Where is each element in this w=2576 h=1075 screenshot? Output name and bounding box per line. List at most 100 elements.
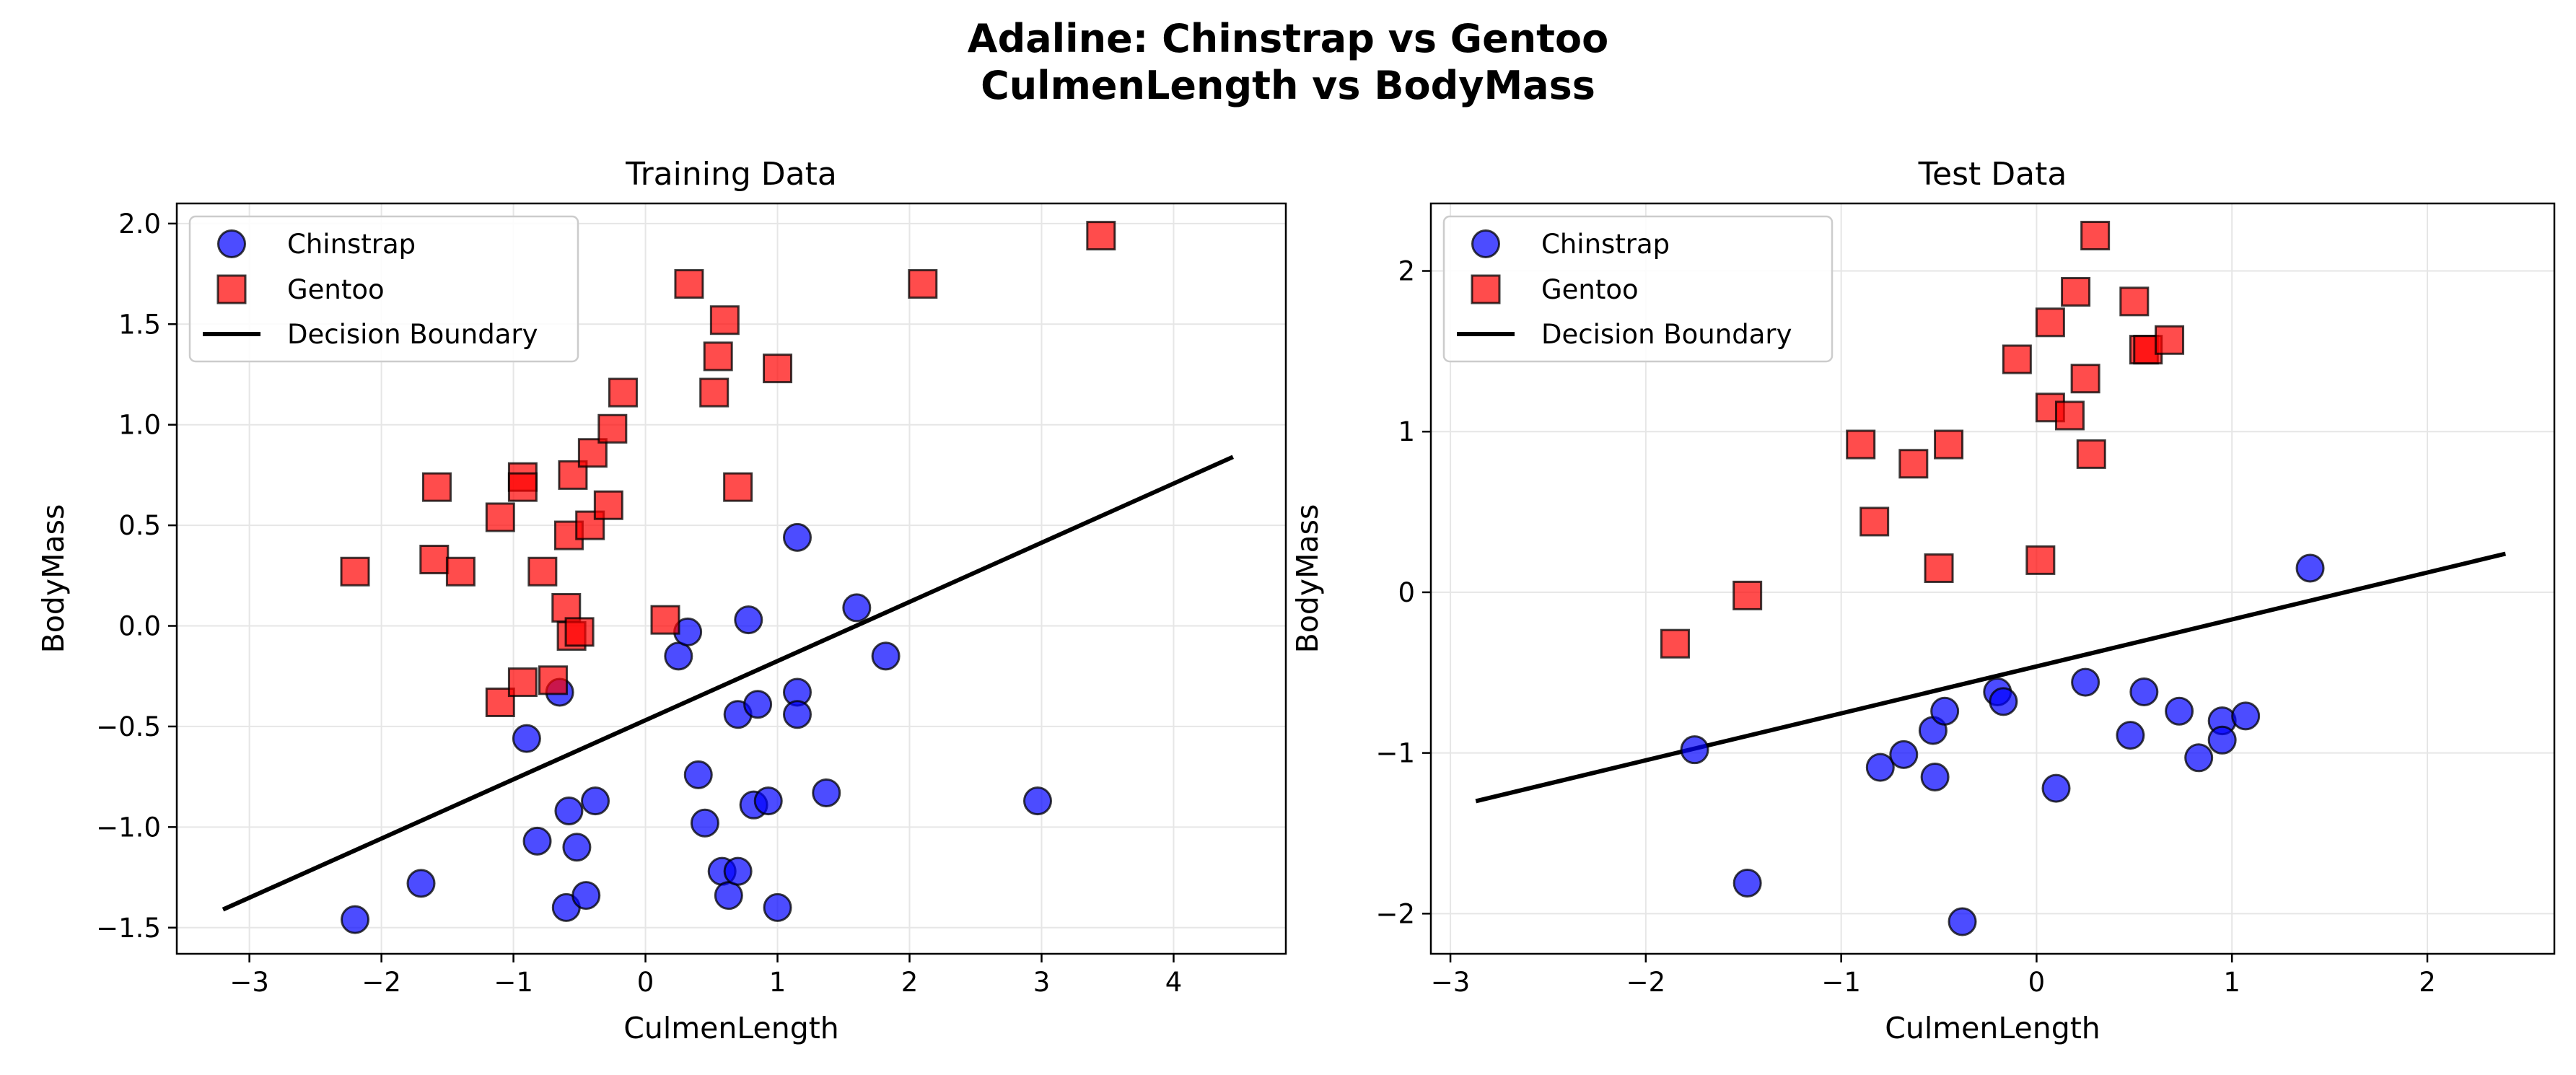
training-y-tick-label-5: 1.0 [118,410,161,441]
test-plot-area [1475,221,2507,936]
test-gentoo-point-7 [2002,344,2032,374]
training-chinstrap-point-27 [842,593,872,623]
training-gentoo-point-28 [908,269,938,299]
training-chinstrap-point-22 [763,892,792,922]
test-chinstrap-point-9 [1948,907,1977,936]
training-data-panel: −3 −2 −1 0 1 2 3 4 −1.5 −1.0 −0.5 0.0 0.5 1.0 1.5 2.0 Tr… [36,156,1287,1045]
training-axes-frame [175,202,1287,955]
training-chinstrap-point-12 [683,760,713,789]
training-legend-label-0: Chinstrap [287,229,416,260]
training-chinstrap-point-17 [723,856,753,886]
test-legend-label-2: Decision Boundary [1541,319,1792,350]
test-chinstrap-point-2 [1865,752,1895,782]
training-gentoo-point-1 [419,545,450,575]
test-gentoo-point-12 [2061,276,2091,307]
training-chinstrap-point-9 [581,786,610,816]
test-legend-chinstrap-marker [1471,229,1500,258]
training-y-tick-label-7: 2.0 [118,209,161,240]
test-gentoo-point-16 [2119,286,2150,317]
training-decision-boundary-line [222,455,1235,912]
test-y-tick-label-4: 2 [1398,256,1415,287]
training-gentoo-point-8 [507,472,538,502]
test-chinstrap-point-1 [1732,869,1762,898]
test-y-tick-label-1: −1 [1375,738,1415,769]
training-gentoo-point-27 [763,354,793,384]
training-gentoo-point-10 [538,665,568,696]
test-y-axis-label: BodyMass [1290,504,1325,654]
test-chinstrap-point-17 [2207,725,2237,755]
test-chinstrap-point-5 [1920,763,1950,792]
training-chinstrap-point-10 [664,641,693,671]
test-gentoo-point-19 [2155,325,2185,355]
test-gentoo-point-4 [1898,449,1929,479]
test-chinstrap-point-14 [2165,696,2194,726]
test-chinstrap-point-19 [2295,553,2325,583]
training-gentoo-point-20 [608,377,638,408]
figure-title-line2: CulmenLength vs BodyMass [981,63,1595,108]
test-x-tick-label-4: 1 [2223,967,2240,998]
test-x-tick-label-0: −3 [1431,967,1471,998]
training-y-tick-label-4: 0.5 [118,510,161,541]
test-gentoo-point-13 [2070,364,2100,394]
training-x-tick-label-1: −2 [362,967,401,998]
test-x-tick-label-2: −1 [1821,967,1861,998]
training-chinstrap-point-24 [782,700,812,729]
test-x-tick-label-3: 0 [2028,967,2046,998]
test-gentoo-point-3 [1859,506,1890,537]
training-legend-gentoo-marker [216,274,247,304]
test-chinstrap-point-18 [2231,701,2261,731]
training-y-tick-label-0: −1.5 [96,913,161,944]
test-title: Test Data [1918,156,2067,193]
test-y-tick-label-0: −2 [1375,898,1415,929]
training-chinstrap-point-7 [562,833,592,862]
training-gentoo-point-2 [421,472,452,502]
training-chinstrap-point-21 [753,786,783,816]
training-chinstrap-point-28 [871,641,901,671]
test-x-tick-label-5: 2 [2419,967,2436,998]
test-chinstrap-point-3 [1889,740,1919,769]
training-x-tick-label-5: 2 [901,967,919,998]
test-gentoo-point-2 [1846,429,1876,460]
training-gentoo-point-9 [527,556,558,587]
training-gentoo-point-17 [577,438,608,468]
training-x-tick-label-3: 0 [637,967,654,998]
figure-title-line1: Adaline: Chinstrap vs Gentoo [968,16,1608,61]
training-legend-label-2: Decision Boundary [287,319,538,350]
training-chinstrap-point-6 [554,797,584,826]
training-legend-box [188,215,579,363]
test-chinstrap-point-11 [2071,667,2100,697]
test-y-tick-label-2: 0 [1398,577,1415,608]
test-gentoo-point-14 [2076,439,2106,469]
training-gentoo-point-21 [650,605,680,635]
training-gentoo-point-25 [709,305,740,335]
training-legend-chinstrap-marker [217,229,246,258]
training-gentoo-point-29 [1086,221,1116,251]
training-gentoo-point-6 [507,667,538,698]
training-gentoo-point-24 [703,341,733,372]
training-y-tick-label-3: 0.0 [118,611,161,642]
test-chinstrap-point-15 [2184,743,2214,773]
test-legend-label-0: Chinstrap [1541,229,1670,260]
test-chinstrap-point-13 [2129,677,2159,707]
training-chinstrap-point-25 [782,522,812,552]
training-y-tick-label-6: 1.5 [118,309,161,340]
training-gentoo-point-19 [597,413,628,444]
test-gentoo-point-1 [1732,580,1763,610]
training-x-axis-label: CulmenLength [623,1011,839,1045]
training-chinstrap-point-2 [512,724,541,753]
training-chinstrap-point-13 [690,808,719,838]
training-x-tick-label-4: 1 [769,967,787,998]
training-gentoo-point-22 [674,269,704,299]
training-plot-area [222,221,1235,934]
training-chinstrap-point-0 [341,905,370,934]
test-gentoo-point-0 [1660,628,1690,659]
training-x-tick-label-2: −1 [494,967,533,998]
test-x-axis-label: CulmenLength [1885,1011,2100,1045]
training-gentoo-point-18 [593,490,623,520]
training-y-axis-label: BodyMass [36,504,71,654]
test-chinstrap-point-6 [1930,696,1960,726]
test-gentoo-point-8 [2025,545,2056,575]
test-chinstrap-point-0 [1680,735,1709,765]
training-chinstrap-point-20 [743,690,773,719]
